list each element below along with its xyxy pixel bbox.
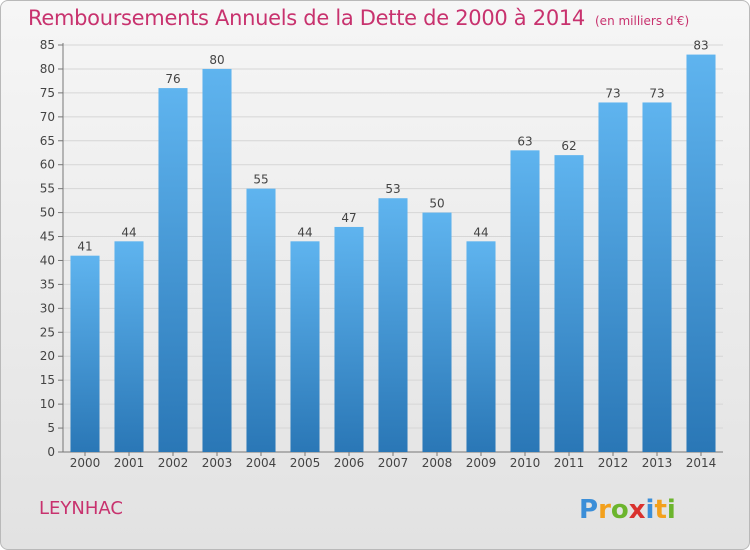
data-label: 44 xyxy=(297,225,312,239)
bar xyxy=(378,198,408,452)
y-tick-label: 65 xyxy=(40,134,55,148)
data-label: 53 xyxy=(385,182,400,196)
x-tick-label: 2004 xyxy=(246,456,277,470)
data-label: 44 xyxy=(473,225,488,239)
data-label: 73 xyxy=(649,86,664,100)
data-label: 63 xyxy=(517,134,532,148)
y-tick-label: 75 xyxy=(40,86,55,100)
data-label: 44 xyxy=(121,225,136,239)
y-tick-label: 60 xyxy=(40,158,55,172)
x-tick-label: 2007 xyxy=(378,456,409,470)
y-tick-label: 15 xyxy=(40,373,55,387)
x-tick-label: 2002 xyxy=(158,456,189,470)
data-label: 55 xyxy=(253,173,268,187)
y-tick-label: 45 xyxy=(40,230,55,244)
unit-note: (en milliers d'€) xyxy=(595,14,690,28)
bar xyxy=(290,241,320,452)
x-tick-label: 2003 xyxy=(202,456,233,470)
x-tick-label: 2008 xyxy=(422,456,453,470)
bar xyxy=(686,54,716,452)
data-label: 73 xyxy=(605,86,620,100)
x-tick-label: 2013 xyxy=(642,456,673,470)
svg-text:Proxiti: Proxiti xyxy=(579,495,676,525)
x-tick-label: 2010 xyxy=(510,456,541,470)
bars xyxy=(70,54,716,453)
data-label: 83 xyxy=(693,39,708,53)
x-tick-label: 2005 xyxy=(290,456,321,470)
y-tick-label: 10 xyxy=(40,397,55,411)
y-tick-label: 30 xyxy=(40,301,55,315)
bar xyxy=(510,150,540,452)
y-tick-label: 55 xyxy=(40,182,55,196)
data-label: 47 xyxy=(341,211,356,225)
bar xyxy=(114,241,144,452)
bar xyxy=(70,255,100,452)
chart-title-text: Remboursements Annuels de la Dette de 20… xyxy=(28,6,585,30)
bar xyxy=(334,226,364,452)
y-tick-label: 0 xyxy=(47,445,55,459)
y-tick-label: 40 xyxy=(40,253,55,267)
y-tick-label: 85 xyxy=(40,38,55,52)
bar xyxy=(158,88,188,452)
bar xyxy=(246,188,276,452)
x-tick-label: 2014 xyxy=(686,456,717,470)
commune-name: LEYNHAC xyxy=(39,498,123,519)
bar xyxy=(554,155,584,453)
y-tick-label: 70 xyxy=(40,110,55,124)
data-label: 80 xyxy=(209,53,224,67)
y-tick-label: 50 xyxy=(40,206,55,220)
x-tick-label: 2001 xyxy=(114,456,145,470)
x-tick-label: 2000 xyxy=(70,456,101,470)
bar xyxy=(598,102,628,452)
data-labels: 41 44 76 80 55 44 47 53 50 44 63 62 73 73 83 xyxy=(77,39,708,254)
y-tick-label: 35 xyxy=(40,277,55,291)
x-tick-label: 2011 xyxy=(554,456,585,470)
x-tick-label: 2009 xyxy=(466,456,497,470)
data-label: 76 xyxy=(165,72,180,86)
data-label: 50 xyxy=(429,197,444,211)
chart-title: Remboursements Annuels de la Dette de 20… xyxy=(28,6,689,30)
bar xyxy=(466,241,496,452)
x-tick-label: 2012 xyxy=(598,456,629,470)
x-tick-label: 2006 xyxy=(334,456,365,470)
y-tick-label: 5 xyxy=(47,421,55,435)
bar xyxy=(642,102,672,452)
bar xyxy=(422,212,452,452)
data-label: 62 xyxy=(561,139,576,153)
data-label: 41 xyxy=(77,240,92,254)
bar xyxy=(202,68,232,453)
y-tick-label: 20 xyxy=(40,349,55,363)
y-tick-label: 25 xyxy=(40,325,55,339)
proxiti-logo: Proxiti xyxy=(579,495,676,525)
y-tick-label: 80 xyxy=(40,62,55,76)
